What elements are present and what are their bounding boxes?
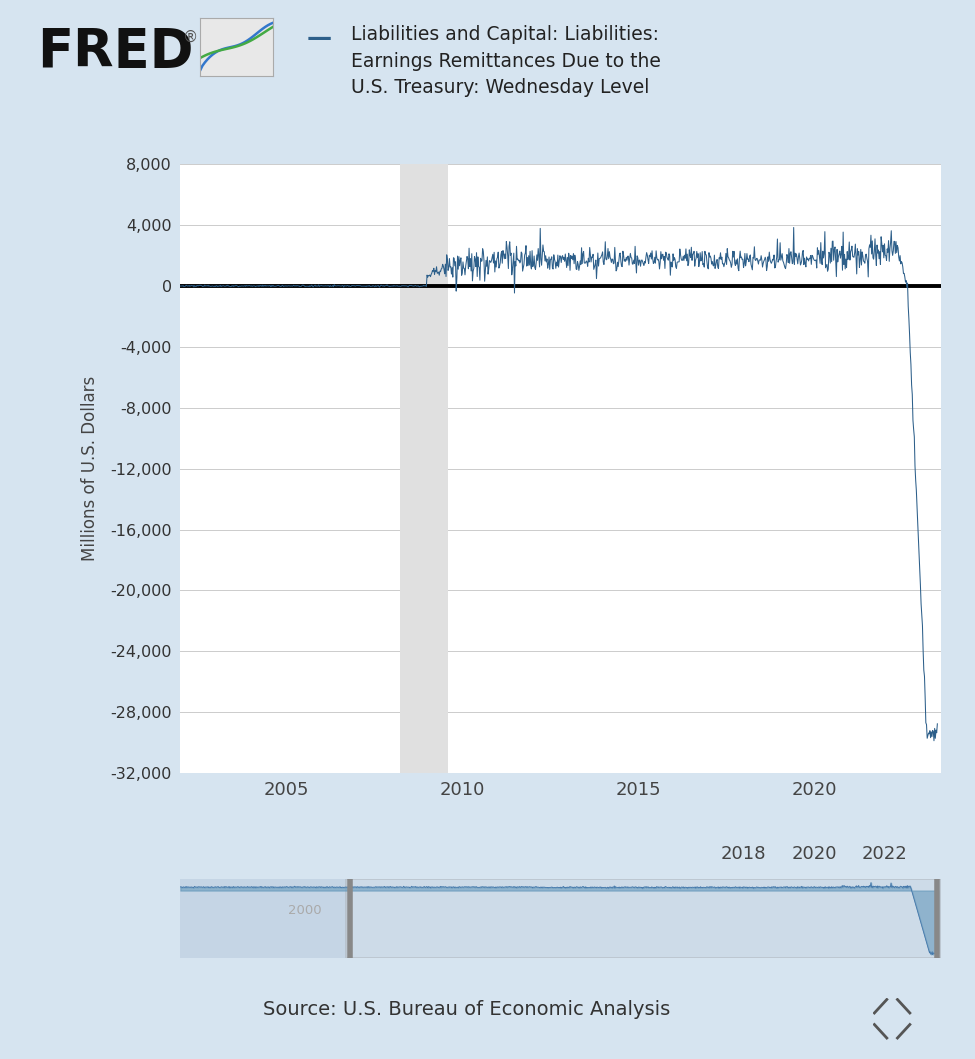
Y-axis label: Millions of U.S. Dollars: Millions of U.S. Dollars <box>81 376 99 561</box>
Text: FRED: FRED <box>37 26 194 78</box>
Text: 2022: 2022 <box>862 845 908 863</box>
Bar <box>346 879 941 958</box>
Bar <box>401 164 448 773</box>
Text: —: — <box>307 26 332 51</box>
Text: 2020: 2020 <box>792 845 837 863</box>
Text: 2018: 2018 <box>721 845 766 863</box>
Text: 2000: 2000 <box>288 903 321 917</box>
Text: Liabilities and Capital: Liabilities:: Liabilities and Capital: Liabilities: <box>351 25 659 44</box>
Text: Earnings Remittances Due to the: Earnings Remittances Due to the <box>351 52 661 71</box>
Text: ®: ® <box>183 30 199 44</box>
Text: Source: U.S. Bureau of Economic Analysis: Source: U.S. Bureau of Economic Analysis <box>263 1000 671 1019</box>
Text: U.S. Treasury: Wednesday Level: U.S. Treasury: Wednesday Level <box>351 78 649 97</box>
